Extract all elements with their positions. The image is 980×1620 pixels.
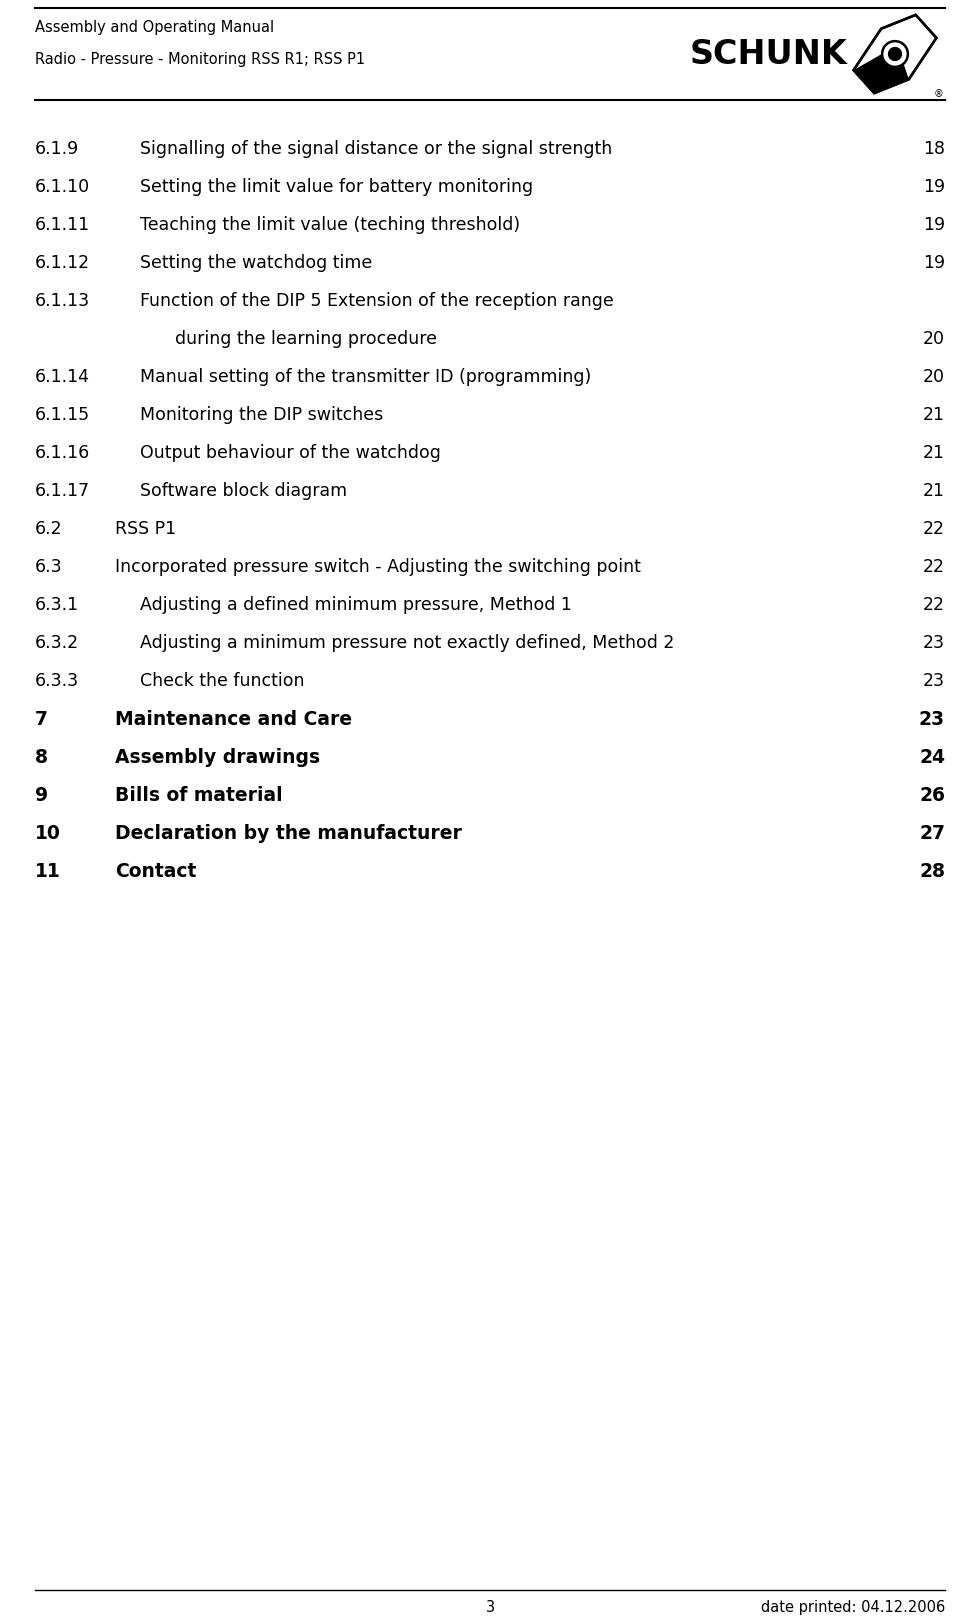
Text: 19: 19 (923, 254, 945, 272)
Text: Setting the limit value for battery monitoring: Setting the limit value for battery moni… (140, 178, 533, 196)
Text: Output behaviour of the watchdog: Output behaviour of the watchdog (140, 444, 441, 462)
Text: 6.3.2: 6.3.2 (35, 633, 79, 651)
Text: 6.1.17: 6.1.17 (35, 483, 90, 501)
Polygon shape (854, 52, 908, 92)
Text: 23: 23 (919, 710, 945, 729)
Text: 21: 21 (923, 444, 945, 462)
Text: 8: 8 (35, 748, 48, 766)
Text: Maintenance and Care: Maintenance and Care (115, 710, 352, 729)
Text: Adjusting a minimum pressure not exactly defined, Method 2: Adjusting a minimum pressure not exactly… (140, 633, 674, 651)
Text: 6.1.16: 6.1.16 (35, 444, 90, 462)
Text: Radio - Pressure - Monitoring RSS R1; RSS P1: Radio - Pressure - Monitoring RSS R1; RS… (35, 52, 366, 66)
Text: 19: 19 (923, 215, 945, 233)
Text: SCHUNK: SCHUNK (690, 39, 848, 71)
Circle shape (889, 47, 902, 60)
Text: Adjusting a defined minimum pressure, Method 1: Adjusting a defined minimum pressure, Me… (140, 596, 572, 614)
Text: 6.3: 6.3 (35, 557, 63, 577)
Text: 11: 11 (35, 862, 61, 881)
Text: ®: ® (934, 89, 944, 99)
Text: Function of the DIP 5 Extension of the reception range: Function of the DIP 5 Extension of the r… (140, 292, 613, 309)
Text: 22: 22 (923, 557, 945, 577)
Text: Teaching the limit value (teching threshold): Teaching the limit value (teching thresh… (140, 215, 520, 233)
Text: Manual setting of the transmitter ID (programming): Manual setting of the transmitter ID (pr… (140, 368, 591, 386)
Text: 6.1.10: 6.1.10 (35, 178, 90, 196)
Text: 27: 27 (919, 825, 945, 842)
Text: 6.1.11: 6.1.11 (35, 215, 90, 233)
Text: 6.1.9: 6.1.9 (35, 139, 79, 159)
Text: 3: 3 (485, 1601, 495, 1615)
Polygon shape (854, 15, 937, 92)
Text: 21: 21 (923, 407, 945, 424)
Text: 18: 18 (923, 139, 945, 159)
Text: 9: 9 (35, 786, 48, 805)
Text: 22: 22 (923, 596, 945, 614)
Text: Monitoring the DIP switches: Monitoring the DIP switches (140, 407, 383, 424)
Text: 24: 24 (919, 748, 945, 766)
Text: 20: 20 (923, 368, 945, 386)
Text: Signalling of the signal distance or the signal strength: Signalling of the signal distance or the… (140, 139, 612, 159)
Text: Declaration by the manufacturer: Declaration by the manufacturer (115, 825, 462, 842)
Text: 21: 21 (923, 483, 945, 501)
Text: 6.1.13: 6.1.13 (35, 292, 90, 309)
Text: 26: 26 (919, 786, 945, 805)
Text: Software block diagram: Software block diagram (140, 483, 347, 501)
Text: 6.1.15: 6.1.15 (35, 407, 90, 424)
Text: Check the function: Check the function (140, 672, 305, 690)
Text: during the learning procedure: during the learning procedure (175, 330, 437, 348)
Text: 6.2: 6.2 (35, 520, 63, 538)
Text: Bills of material: Bills of material (115, 786, 282, 805)
Text: 23: 23 (923, 633, 945, 651)
Text: 6.1.12: 6.1.12 (35, 254, 90, 272)
Text: 6.3.3: 6.3.3 (35, 672, 79, 690)
Text: 6.3.1: 6.3.1 (35, 596, 79, 614)
Text: 23: 23 (923, 672, 945, 690)
Text: 7: 7 (35, 710, 48, 729)
Text: 6.1.14: 6.1.14 (35, 368, 90, 386)
Text: Setting the watchdog time: Setting the watchdog time (140, 254, 372, 272)
Text: 28: 28 (919, 862, 945, 881)
Text: 10: 10 (35, 825, 61, 842)
Text: 22: 22 (923, 520, 945, 538)
Text: 20: 20 (923, 330, 945, 348)
Text: 19: 19 (923, 178, 945, 196)
Circle shape (882, 40, 907, 66)
Text: Assembly and Operating Manual: Assembly and Operating Manual (35, 19, 274, 36)
Text: Incorporated pressure switch - Adjusting the switching point: Incorporated pressure switch - Adjusting… (115, 557, 641, 577)
Text: date printed: 04.12.2006: date printed: 04.12.2006 (760, 1601, 945, 1615)
Text: RSS P1: RSS P1 (115, 520, 176, 538)
Text: Assembly drawings: Assembly drawings (115, 748, 320, 766)
Text: Contact: Contact (115, 862, 196, 881)
